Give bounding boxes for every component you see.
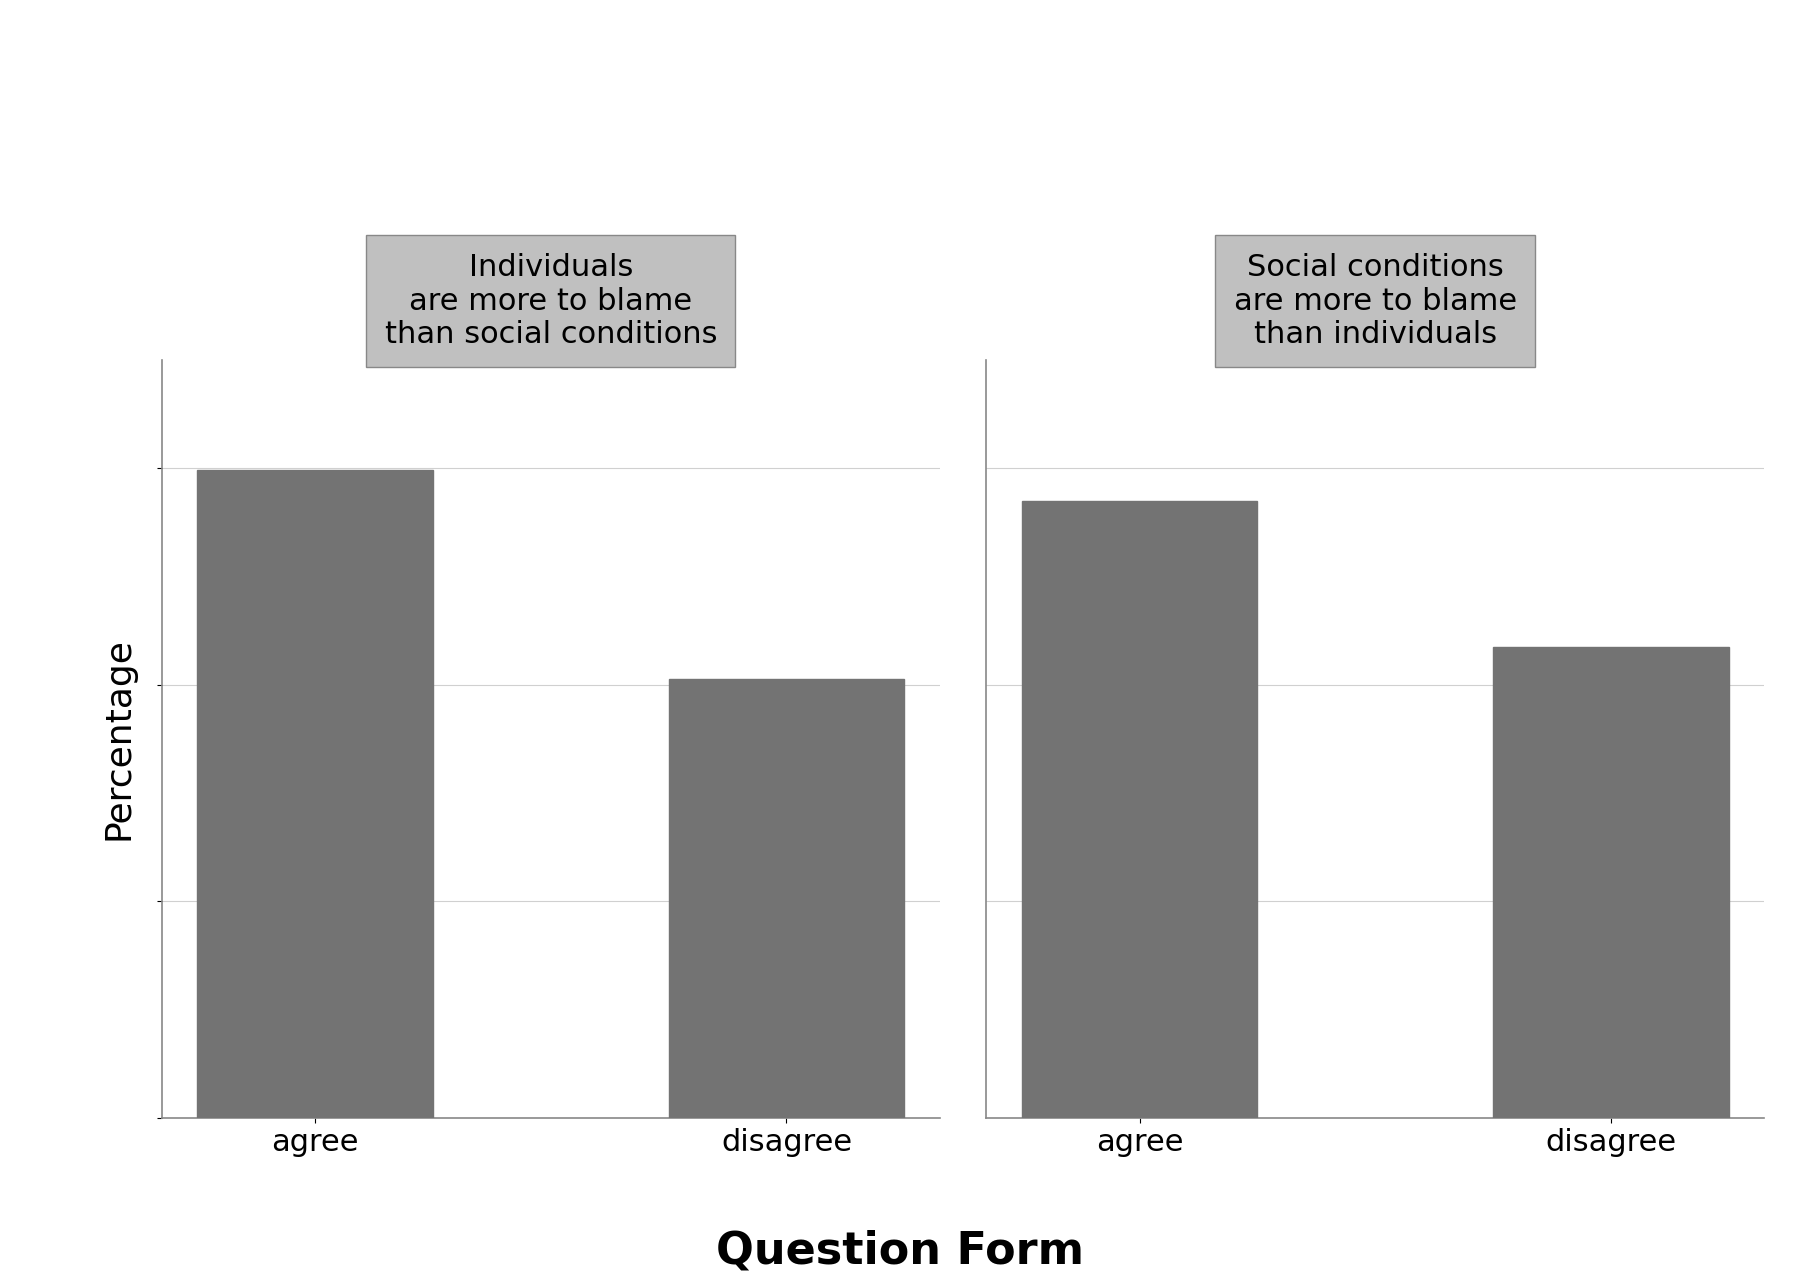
Bar xyxy=(198,470,434,1118)
Title: Social conditions
are more to blame
than individuals: Social conditions are more to blame than… xyxy=(1233,253,1517,350)
Bar xyxy=(668,680,904,1118)
Bar xyxy=(1492,646,1728,1118)
Bar xyxy=(1022,501,1258,1118)
Title: Individuals
are more to blame
than social conditions: Individuals are more to blame than socia… xyxy=(385,253,716,350)
Y-axis label: Percentage: Percentage xyxy=(101,637,135,840)
Text: Question Form: Question Form xyxy=(716,1230,1084,1272)
